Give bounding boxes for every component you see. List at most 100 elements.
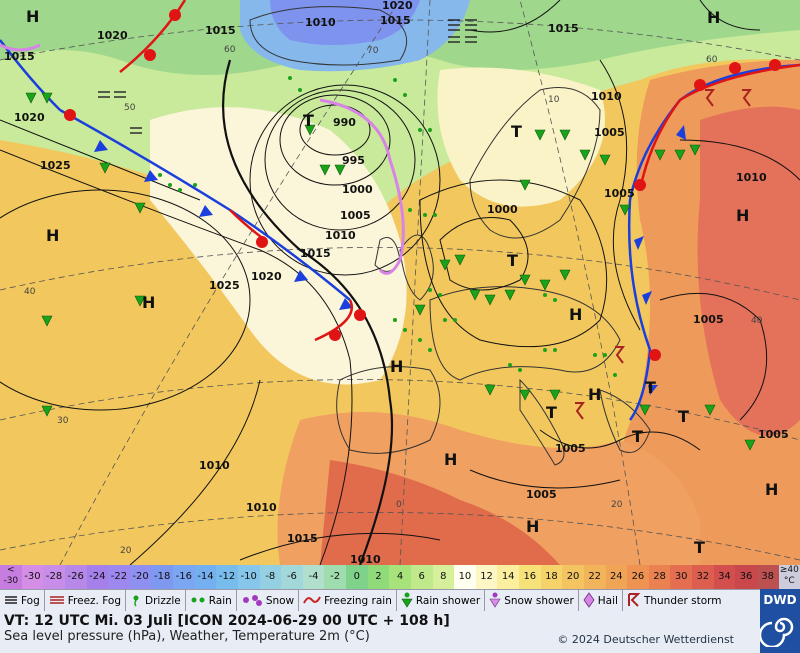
legend-label: Thunder storm <box>643 595 722 607</box>
valid-time: VT: 12 UTC Mi. 03 Juli [ICON 2024-06-29 … <box>4 613 450 629</box>
legend-label: Freezing rain <box>324 595 392 607</box>
pressure-center-label: T <box>303 111 314 130</box>
grid-labels: 60 40 30 20 0 70 50 40 60 20 10 <box>24 45 763 556</box>
isobar-label: 1020 <box>382 0 413 12</box>
legend-item-fog: Fog <box>0 590 45 612</box>
dwd-logo: DWD <box>758 589 800 653</box>
fog-icon <box>4 594 18 609</box>
isobar-label: 1000 <box>487 203 518 216</box>
temperature-scale-cell: -18 <box>151 565 173 589</box>
isobar-label: 1010 <box>591 90 622 103</box>
grid-label: 20 <box>120 546 132 556</box>
legend-label: Hail <box>597 595 618 607</box>
weather-map: 1020 1015 1010 1020 1015 1015 990 995 10… <box>0 0 800 565</box>
legend-label: Snow <box>265 595 295 607</box>
fog-symbols <box>98 19 477 134</box>
grid-label: 40 <box>751 316 763 326</box>
grid-label: 70 <box>367 46 379 56</box>
temperature-band-hot-east <box>697 106 800 437</box>
temperature-scale-cell: -8 <box>259 565 282 589</box>
legend-item-freezing-rain: Freezing rain <box>299 590 397 612</box>
warm-front-atlantic <box>314 299 353 342</box>
isobar-label: 1025 <box>209 279 240 292</box>
temperature-scale-cell: 38 <box>756 565 779 589</box>
pressure-centers: H T T H H H H T H H H T H T T T H T H <box>26 7 778 557</box>
hail-icon <box>583 591 595 611</box>
snow-icon <box>241 594 263 609</box>
thunderstorm-symbols <box>575 89 752 420</box>
isobar-label: 1010 <box>305 16 336 29</box>
temperature-scale-cell: 12 <box>475 565 498 589</box>
warm-front-east-bumps <box>634 59 781 361</box>
isobar-label: 1015 <box>287 532 318 545</box>
temperature-scale-cell: -30 <box>21 565 44 589</box>
legend-item-freezing-fog: Freez. Fog <box>45 590 126 612</box>
lat-lon-grid <box>0 0 800 565</box>
precipitation-symbols <box>25 92 756 451</box>
pressure-center-label: H <box>569 305 582 324</box>
cold-front-east <box>627 63 800 421</box>
legend-label: Freez. Fog <box>67 595 121 607</box>
temperature-band-mild <box>150 107 407 385</box>
temperature-scale-cell: 24 <box>605 565 628 589</box>
thunderstorm-icon <box>627 592 641 611</box>
temperature-band-hot-africa <box>320 460 560 565</box>
isobar-label: 1015 <box>380 14 411 27</box>
temperature-scale-cell: 36 <box>735 565 757 589</box>
map-footer: VT: 12 UTC Mi. 03 Juli [ICON 2024-06-29 … <box>0 611 760 653</box>
legend-item-thunderstorm: Thunder storm <box>623 590 726 612</box>
pressure-center-label: T <box>645 378 656 397</box>
grid-label: 0 <box>396 500 402 510</box>
rain-icon <box>190 594 206 609</box>
isobar-label: 1015 <box>548 22 579 35</box>
isobar-label: 1020 <box>14 111 45 124</box>
temperature-scale-cell: -14 <box>194 565 217 589</box>
temperature-scale-cell: -12 <box>216 565 238 589</box>
spiral-icon <box>758 617 794 649</box>
pressure-center-label: H <box>588 385 601 404</box>
warm-front-north <box>119 0 187 73</box>
freezing-rain-icon <box>303 594 322 609</box>
copyright: © 2024 Deutscher Wetterdienst <box>557 633 734 646</box>
temperature-scale-cell: 32 <box>692 565 714 589</box>
temperature-scale-cell: 8 <box>432 565 455 589</box>
pressure-center-label: T <box>507 251 518 270</box>
temperature-scale: < -30 -30 -28 -26 -24 -22 -20 -18 -16 -14 -12 -10 -8… <box>0 565 800 589</box>
temperature-scale-cell: ≥40 °C <box>778 565 800 589</box>
grid-label: 60 <box>224 45 236 55</box>
pressure-center-label: H <box>444 450 457 469</box>
temperature-scale-cell: 28 <box>648 565 671 589</box>
pressure-center-label: T <box>632 427 643 446</box>
isobar-label: 1020 <box>251 270 282 283</box>
legend-label: Snow shower <box>504 595 574 607</box>
coastlines <box>249 6 651 466</box>
legend-label: Drizzle <box>145 595 181 607</box>
temperature-scale-cell: < -30 <box>0 565 22 589</box>
snow-shower-icon <box>489 592 501 611</box>
temperature-scale-cell: -20 <box>129 565 152 589</box>
temperature-scale-cell: 30 <box>670 565 692 589</box>
isobar-label: 1020 <box>97 29 128 42</box>
temperature-scale-cell: 26 <box>627 565 649 589</box>
grid-label: 50 <box>124 103 136 113</box>
isobar-label: 1005 <box>693 313 724 326</box>
isobar-label: 1005 <box>340 209 371 222</box>
legend-item-snow: Snow <box>237 590 300 612</box>
occlusion-front-west <box>0 43 41 52</box>
logo-text: DWD <box>763 593 797 607</box>
legend-label: Fog <box>21 595 40 607</box>
temperature-scale-cell: 4 <box>389 565 411 589</box>
pressure-center-label: T <box>511 122 522 141</box>
temperature-scale-cell: -22 <box>108 565 130 589</box>
pressure-center-label: H <box>142 293 155 312</box>
pressure-center-label: H <box>390 357 403 376</box>
temperature-scale-cell: -28 <box>43 565 65 589</box>
cold-front-east-teeth <box>634 125 686 395</box>
legend-item-drizzle: Drizzle <box>126 590 186 612</box>
cold-front-teeth <box>94 140 353 310</box>
legend-item-rain: Rain <box>186 590 237 612</box>
temperature-scale-cell: 18 <box>540 565 563 589</box>
temperature-scale-cell: 2 <box>367 565 390 589</box>
grid-label: 10 <box>548 95 560 105</box>
isobar-label: 995 <box>342 154 365 167</box>
